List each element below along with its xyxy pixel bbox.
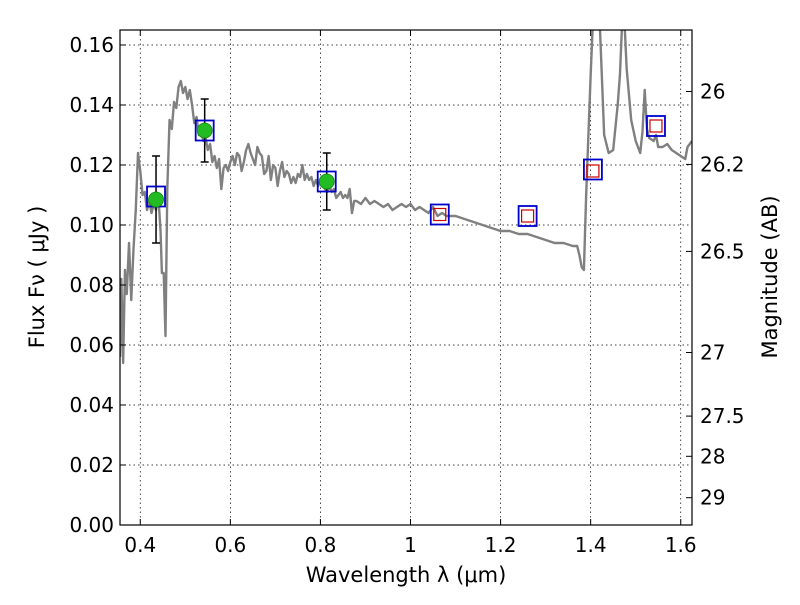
model-spectrum-line	[120, 30, 692, 365]
y-axis-label: Flux Fν ( μJy )	[25, 206, 49, 349]
y-tick-label: 0.10	[69, 213, 114, 237]
right-tick-label: 26	[700, 80, 725, 104]
model-photometry-square	[646, 115, 666, 137]
model-photometry-small-square	[521, 209, 535, 223]
right-tick-label: 27.5	[700, 404, 745, 428]
x-tick-label: 0.4	[124, 533, 156, 557]
model-photometry-square	[517, 205, 538, 227]
observed-point	[318, 173, 335, 190]
axis-ticks: 0.4 0.6 0.8 1 1.2 1.4 1.6 0.00 0.02 0.04 0.06 0.08 0…	[69, 30, 745, 557]
model-photometry-square	[194, 119, 215, 142]
model-photometry-small-square	[433, 207, 447, 222]
model-photometry-square	[429, 203, 450, 226]
model-photometry-square	[316, 170, 337, 193]
y-tick-label: 0.04	[69, 393, 114, 417]
x-tick-label: 0.8	[305, 533, 337, 557]
x-tick-label: 1.4	[575, 533, 607, 557]
x-axis-label: Wavelength λ (μm)	[306, 563, 507, 587]
y-tick-label: 0.16	[69, 33, 114, 57]
x-tick-label: 1	[404, 533, 417, 557]
y-tick-label: 0.14	[69, 93, 114, 117]
y-tick-label: 0.06	[69, 333, 114, 357]
observed-point	[196, 122, 213, 139]
x-tick-label: 0.6	[214, 533, 246, 557]
right-tick-label: 26.5	[700, 239, 745, 263]
model-photometry-square	[583, 158, 603, 181]
y-tick-label: 0.00	[69, 513, 114, 537]
right-tick-label: 26.2	[700, 152, 745, 176]
model-photometry-small-square	[586, 164, 600, 178]
right-tick-label: 27	[700, 341, 725, 365]
x-tick-label: 1.6	[665, 533, 697, 557]
y-tick-label: 0.08	[69, 273, 114, 297]
right-tick-label: 28	[700, 444, 725, 468]
y-tick-label: 0.12	[69, 153, 114, 177]
y-tick-label: 0.02	[69, 453, 114, 477]
markers	[146, 98, 666, 244]
model-photometry-small-square	[649, 119, 663, 133]
right-tick-label: 29	[700, 486, 725, 510]
observed-point	[148, 191, 164, 208]
plot-area	[120, 30, 692, 365]
y-axis-label-right: Magnitude (AB)	[758, 195, 782, 358]
x-tick-label: 1.2	[485, 533, 517, 557]
plot-frame	[119, 29, 693, 526]
